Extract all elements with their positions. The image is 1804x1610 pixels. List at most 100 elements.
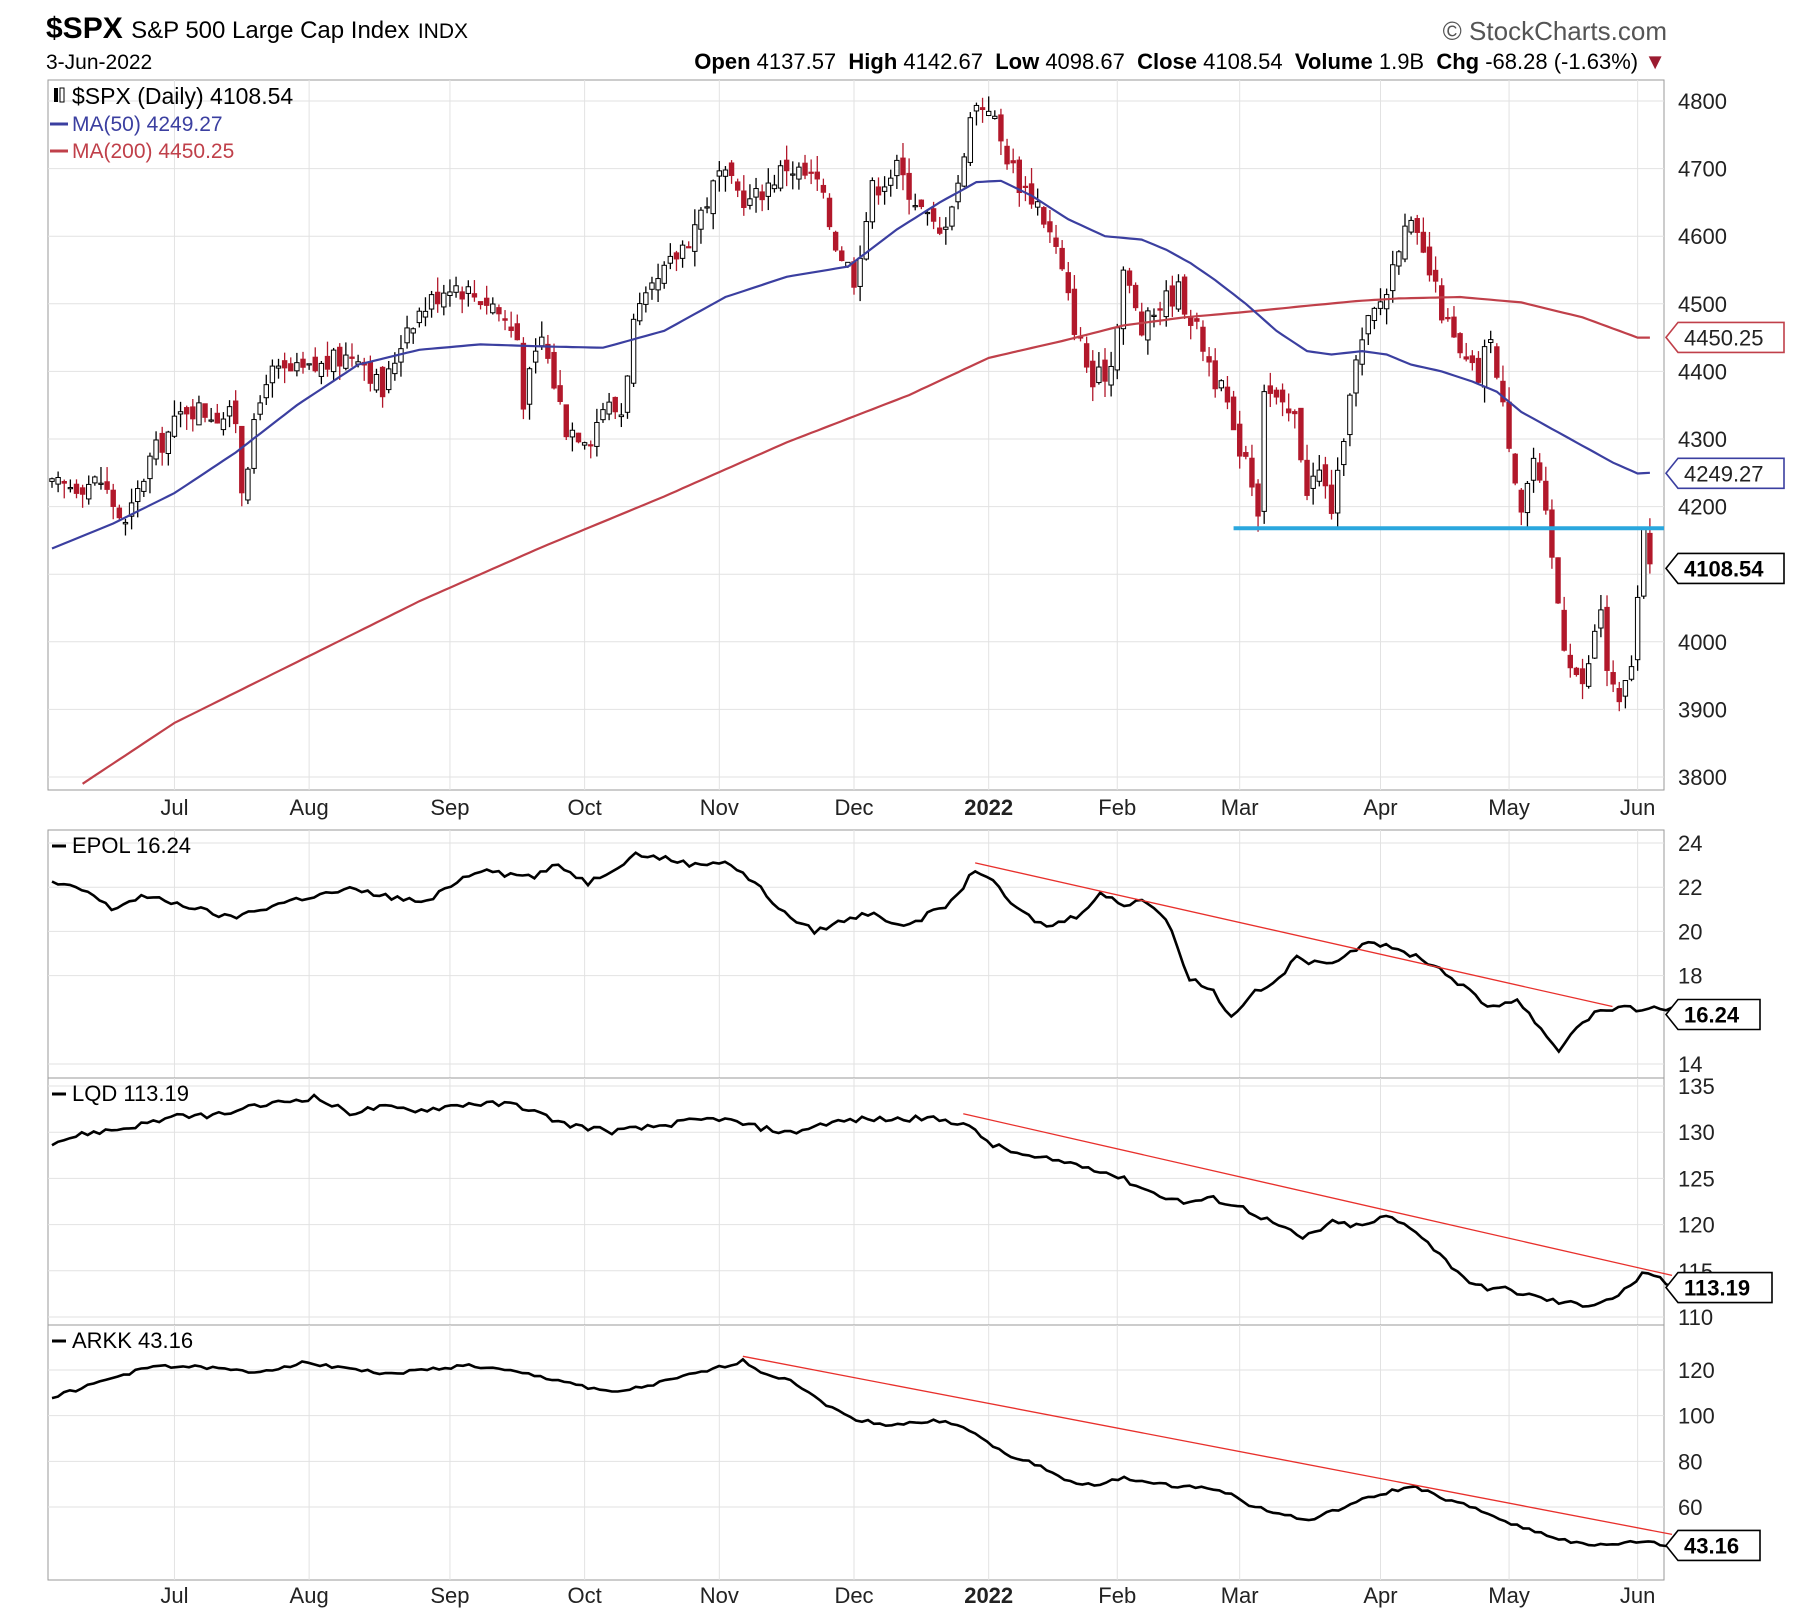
candle-body — [453, 285, 459, 293]
candle-body — [961, 156, 967, 187]
series-legend-label: LQD 113.19 — [72, 1081, 189, 1106]
candle-body — [434, 291, 441, 305]
spx-last-tag: 4108.54 — [1684, 556, 1764, 581]
candle-body — [1585, 663, 1592, 687]
candle-body — [924, 211, 931, 215]
candle-body — [753, 188, 759, 198]
candle-body — [1096, 366, 1102, 384]
candle-body — [275, 365, 282, 369]
candle-body — [581, 442, 588, 446]
candle-body — [624, 375, 631, 413]
candle-body — [1414, 218, 1420, 233]
candle-body — [1059, 247, 1065, 270]
candle-body — [979, 107, 986, 111]
candle-body — [692, 224, 698, 252]
candle-body — [294, 362, 300, 372]
candle-body — [1506, 401, 1512, 449]
panel-frame — [47, 1324, 1665, 1581]
candle-body — [881, 186, 888, 192]
y-tick-label: 4200 — [1678, 495, 1727, 520]
candle-body — [802, 162, 808, 176]
y-tick-label: 120 — [1678, 1358, 1715, 1383]
x-tick-label: Sep — [430, 1583, 469, 1608]
candle-body — [1408, 219, 1414, 233]
candle-body — [1016, 159, 1022, 194]
candle-body — [937, 227, 943, 234]
x-tick-label: Sep — [430, 795, 469, 820]
candle-body — [1188, 316, 1194, 326]
x-tick-label: Jun — [1620, 1583, 1655, 1608]
candle-body — [588, 444, 594, 447]
candle-body — [612, 396, 618, 413]
x-tick-label: 2022 — [964, 795, 1013, 820]
candle-body — [667, 255, 674, 264]
candle-body — [306, 363, 312, 366]
close-value: 4108.54 — [1203, 49, 1283, 74]
candle-body — [912, 205, 918, 208]
candle-body — [949, 206, 955, 227]
candle-body — [1524, 482, 1531, 514]
lqd-last-tag: 113.19 — [1684, 1276, 1750, 1301]
candle-body — [1604, 606, 1610, 671]
candle-body — [514, 323, 520, 341]
candle-body — [967, 117, 974, 163]
candle-body — [477, 301, 484, 306]
candle-body — [1004, 145, 1010, 165]
candle-body — [1145, 310, 1151, 341]
x-tick-label: Jul — [160, 1583, 188, 1608]
candle-body — [239, 425, 245, 494]
candle-body — [526, 368, 533, 405]
candle-body — [814, 171, 820, 180]
x-tick-label: Apr — [1363, 795, 1397, 820]
candle-body — [1328, 484, 1335, 514]
candle-body — [110, 489, 116, 507]
index-name: S&P 500 Large Cap Index — [131, 17, 410, 44]
series-legend-label: ARKK 43.16 — [72, 1328, 193, 1353]
candle-body — [98, 482, 104, 485]
candle-body — [998, 114, 1004, 142]
candle-body — [1273, 389, 1280, 398]
candle-body — [1494, 346, 1500, 378]
trendline — [963, 1113, 1673, 1277]
candle-body — [1218, 380, 1225, 389]
y-tick-label: 4300 — [1678, 427, 1727, 452]
candle-body — [1102, 359, 1108, 382]
candle-body — [92, 476, 98, 484]
candle-body — [226, 406, 233, 417]
candle-body — [232, 400, 239, 425]
y-tick-label: 100 — [1678, 1404, 1715, 1429]
candle-body — [404, 327, 410, 344]
candle-body — [116, 507, 123, 519]
candle-body — [1451, 316, 1457, 338]
y-tick-label: 120 — [1678, 1213, 1715, 1238]
ma200-value-tag-box — [1664, 321, 1785, 354]
candle-body — [734, 181, 741, 191]
trendline — [975, 862, 1613, 1008]
candle-body — [1255, 483, 1261, 517]
candle-body — [1230, 396, 1237, 431]
candle-body — [1261, 391, 1267, 512]
candle-body — [1432, 269, 1439, 282]
y-tick-label: 135 — [1678, 1074, 1715, 1099]
candle-body — [263, 384, 269, 399]
legend-label: MA(50) 4249.27 — [72, 113, 223, 136]
candle-body — [539, 336, 545, 347]
candle-body — [1120, 269, 1127, 330]
candle-body — [220, 418, 227, 431]
candle-body — [1622, 680, 1629, 697]
candle-body — [728, 162, 735, 177]
candle-body — [637, 303, 643, 322]
candle-body — [1267, 385, 1274, 394]
y-tick-label: 14 — [1678, 1052, 1702, 1077]
candle-body — [1206, 356, 1212, 363]
y-tick-label: 130 — [1678, 1120, 1715, 1145]
candle-body — [288, 363, 294, 372]
candle-body — [1181, 276, 1188, 315]
candle-body — [1285, 408, 1292, 414]
candle-body — [1090, 360, 1096, 388]
candle-body — [618, 414, 625, 418]
candle-body — [141, 480, 147, 492]
y-tick-label: 4600 — [1678, 224, 1727, 249]
candle-body — [1114, 327, 1120, 371]
candle-body — [722, 169, 729, 177]
